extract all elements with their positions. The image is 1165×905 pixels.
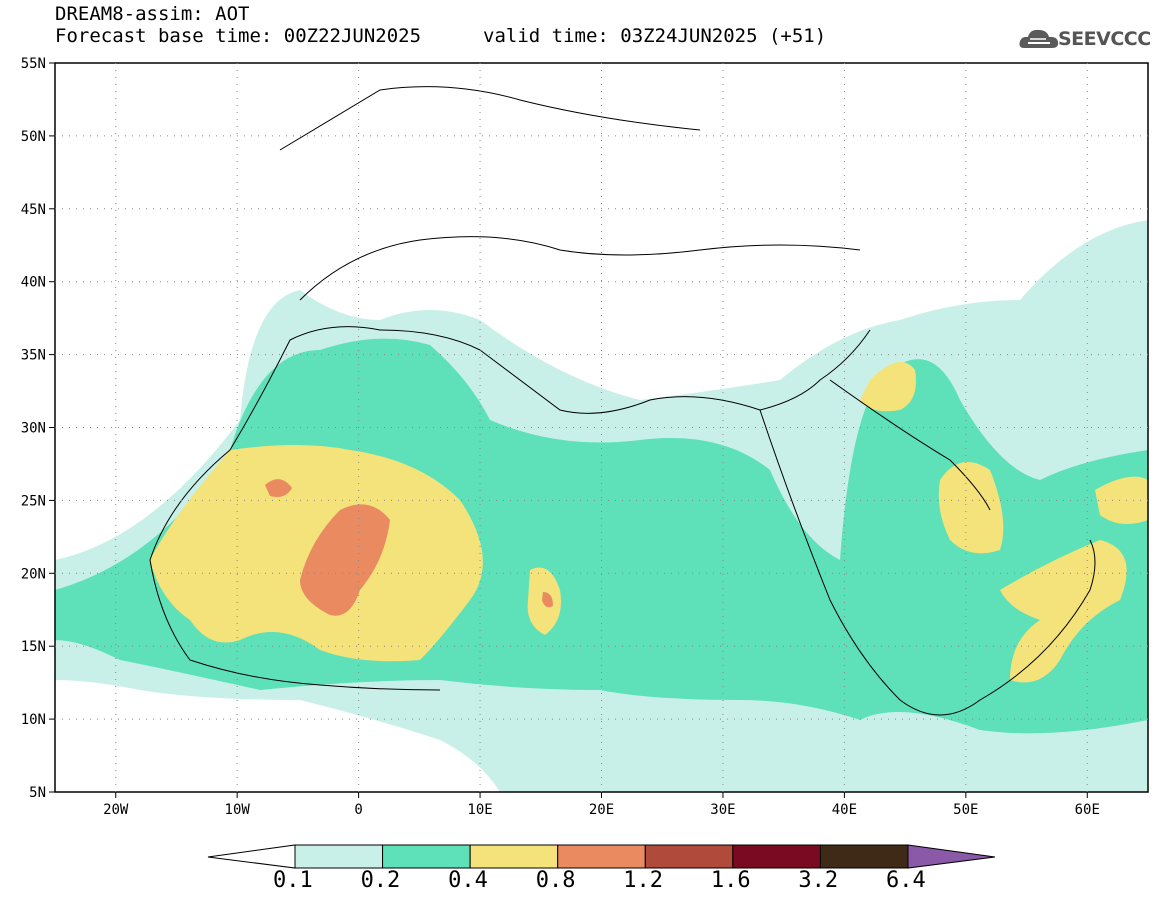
- colorbar-boxes: [294, 844, 909, 869]
- colorbar-label: 6.4: [886, 868, 926, 893]
- lat-label: 15N: [21, 639, 46, 655]
- lat-label: 30N: [21, 421, 46, 437]
- aot-band-0.8-mauritania: [265, 479, 292, 497]
- coastlines: [149, 86, 1096, 716]
- lat-label: 40N: [21, 275, 46, 291]
- colorbar-label: 0.8: [535, 868, 576, 893]
- colorbar-box: [294, 844, 384, 869]
- lon-label: 40E: [832, 802, 857, 818]
- lat-label: 35N: [21, 348, 46, 364]
- lon-label: 50E: [953, 802, 978, 818]
- lat-label: 20N: [21, 566, 46, 582]
- graticule: [55, 63, 1148, 792]
- lat-label: 55N: [21, 56, 46, 72]
- forecast-base-time: Forecast base time: 00Z22JUN2025: [55, 25, 422, 47]
- aot-band-0.4-oman: [1000, 540, 1127, 683]
- colorbar-box: [819, 844, 909, 869]
- valid-time: valid time: 03Z24JUN2025 (+51): [483, 25, 827, 47]
- colorbar-label: 1.2: [623, 868, 664, 893]
- cloud-icon: [1019, 29, 1059, 48]
- colorbar-box: [382, 844, 471, 869]
- aot-band-0.8-chad: [542, 592, 553, 608]
- colorbar-label: 0.1: [273, 868, 313, 893]
- lon-label: 60E: [1075, 802, 1100, 818]
- axis-ticks: [49, 62, 1088, 798]
- lat-label: 5N: [29, 785, 46, 801]
- lon-label: 0: [354, 802, 362, 818]
- aot-band-0.4-iraq: [860, 362, 916, 412]
- colorbar-low-arrow: [207, 844, 296, 869]
- lon-label: 10W: [225, 802, 251, 818]
- colorbar-box: [469, 844, 559, 869]
- aot-band-0.8-algeria: [300, 504, 390, 616]
- aot-band-0.4-arabia: [938, 462, 1004, 554]
- colorbar-box: [732, 844, 821, 869]
- colorbar-label: 0.4: [448, 868, 488, 893]
- colorbar-box: [644, 844, 734, 869]
- colorbar-high-arrow: [907, 844, 996, 869]
- latitude-labels: 55N 50N 45N 40N 35N 30N 25N 20N 15N 10N 5N: [21, 56, 46, 801]
- logo-text: SEEVCCC: [1058, 28, 1151, 50]
- lat-label: 50N: [21, 129, 46, 145]
- longitude-labels: 20W 10W 0 10E 20E 30E 40E 50E 60E: [103, 802, 1100, 818]
- lat-label: 45N: [21, 202, 46, 218]
- colorbar-label: 0.2: [360, 868, 401, 893]
- map-title: DREAM8-assim: AOT: [55, 3, 250, 25]
- colorbar-label: 3.2: [798, 868, 839, 893]
- lon-label: 30E: [710, 802, 735, 818]
- lon-label: 20W: [103, 802, 129, 818]
- lon-label: 10E: [467, 802, 492, 818]
- lat-label: 10N: [21, 712, 46, 728]
- lon-label: 20E: [589, 802, 614, 818]
- lat-label: 25N: [21, 493, 46, 509]
- aot-band-0.4-iran: [1095, 476, 1148, 524]
- colorbar-box: [557, 844, 646, 869]
- colorbar-label: 1.6: [710, 868, 751, 893]
